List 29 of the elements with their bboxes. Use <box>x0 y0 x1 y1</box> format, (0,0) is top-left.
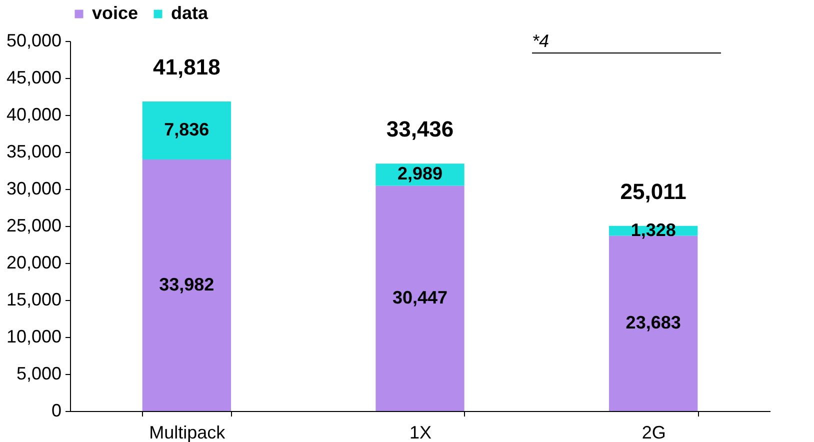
x-tick-label: 2G <box>642 422 666 442</box>
legend-label: voice <box>92 3 138 23</box>
y-tick-label: 10,000 <box>6 326 62 346</box>
data-label: 2,989 <box>397 164 443 184</box>
annotation: *4 <box>532 31 550 51</box>
data-label: 1,328 <box>630 220 676 240</box>
bar <box>142 102 231 160</box>
y-tick-label: 35,000 <box>6 142 62 162</box>
y-tick-label: 5,000 <box>16 364 62 384</box>
y-tick-label: 0 <box>51 400 62 420</box>
total-label: 41,818 <box>153 54 220 80</box>
x-tick-label: 1X <box>409 422 432 442</box>
y-tick-label: 15,000 <box>6 290 62 310</box>
y-tick-label: 20,000 <box>6 252 62 272</box>
y-tick-label: 25,000 <box>6 216 62 236</box>
total-label: 25,011 <box>620 178 686 204</box>
total-label: 33,436 <box>386 116 454 142</box>
data-label: 33,982 <box>159 274 214 294</box>
legend-label: data <box>171 3 209 23</box>
data-label: 23,683 <box>626 312 681 332</box>
y-tick-label: 50,000 <box>6 30 62 50</box>
y-tick-label: 30,000 <box>6 178 62 198</box>
x-tick-label: Multipack <box>149 422 226 442</box>
y-tick-label: 40,000 <box>6 104 62 124</box>
bar <box>142 160 231 411</box>
bar <box>376 186 464 411</box>
data-label: 7,836 <box>164 120 210 140</box>
y-tick-label: 45,000 <box>6 68 62 88</box>
data-label: 30,447 <box>392 287 448 308</box>
